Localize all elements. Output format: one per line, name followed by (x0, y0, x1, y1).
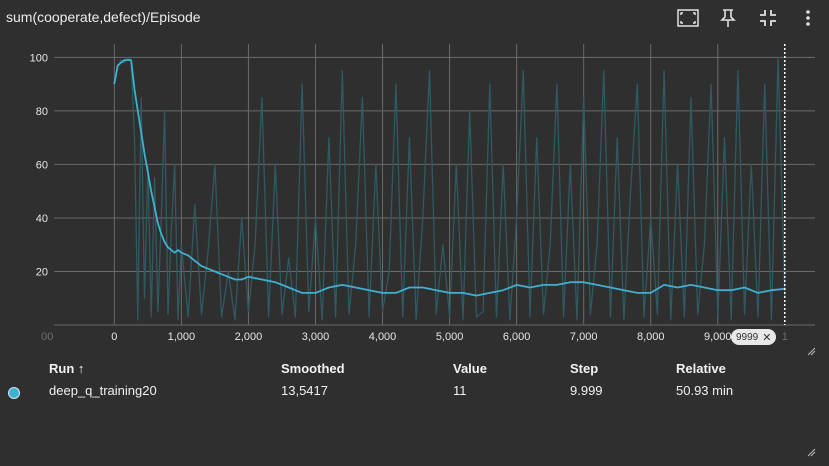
x-tick-label: 7,000 (570, 331, 598, 343)
chart-resize-handle[interactable] (806, 346, 816, 356)
runs-table: Run ↑ Smoothed Value Step Relative deep_… (0, 358, 829, 402)
run-color-swatch (8, 387, 20, 399)
y-tick-label: 60 (36, 159, 48, 171)
fit-domain-button[interactable] (675, 6, 701, 30)
x-tick-label: 8,000 (637, 331, 665, 343)
step-badge-label: 9999 (736, 331, 759, 343)
smoothed-series-line[interactable] (113, 59, 785, 297)
column-header-step[interactable]: Step (570, 361, 599, 376)
more-vert-icon (806, 10, 810, 26)
table-row[interactable]: deep_q_training20 13,5417 11 9.999 50.93… (0, 380, 829, 402)
column-header-relative[interactable]: Relative (676, 361, 726, 376)
x-tick-label: 6,000 (503, 331, 531, 343)
column-header-value[interactable]: Value (453, 361, 487, 376)
x-tick-label: 2,000 (235, 331, 263, 343)
column-header-smoothed[interactable]: Smoothed (281, 361, 345, 376)
x-tick-label: 00 (41, 331, 53, 343)
smoothed-value: 13,5417 (281, 383, 328, 398)
step-cursor-badge[interactable]: 9999 ✕ (731, 329, 777, 345)
x-tick-label: 5,000 (436, 331, 464, 343)
x-tick-label: 1,000 (168, 331, 196, 343)
fit-domain-icon (677, 9, 699, 27)
more-options-button[interactable] (795, 6, 821, 30)
x-tick-label: 4,000 (369, 331, 397, 343)
raw-series-line[interactable] (113, 56, 786, 321)
table-resize-handle[interactable] (806, 447, 816, 457)
collapse-icon (760, 10, 776, 26)
relative-time: 50.93 min (676, 383, 734, 398)
x-tick-label: 0 (111, 331, 117, 343)
y-tick-label: 40 (36, 213, 48, 225)
y-tick-label: 20 (36, 266, 48, 278)
y-tick-label: 100 (30, 52, 48, 64)
x-tick-label: 9,000 (704, 331, 732, 343)
raw-value: 11 (453, 383, 467, 398)
page-title: sum(cooperate,defect)/Episode (6, 9, 201, 25)
run-name: deep_q_training20 (49, 383, 157, 398)
pin-icon (720, 9, 736, 27)
collapse-button[interactable] (755, 6, 781, 30)
x-tick-label: 1 (782, 331, 788, 343)
table-header: Run ↑ Smoothed Value Step Relative (0, 358, 829, 380)
y-tick-label: 80 (36, 106, 48, 118)
step-value: 9.999 (570, 383, 603, 398)
x-tick-label: 3,000 (302, 331, 330, 343)
pin-button[interactable] (715, 6, 741, 30)
chart-toolbar (675, 6, 821, 30)
column-header-run[interactable]: Run ↑ (49, 361, 85, 376)
close-icon[interactable]: ✕ (762, 331, 772, 344)
